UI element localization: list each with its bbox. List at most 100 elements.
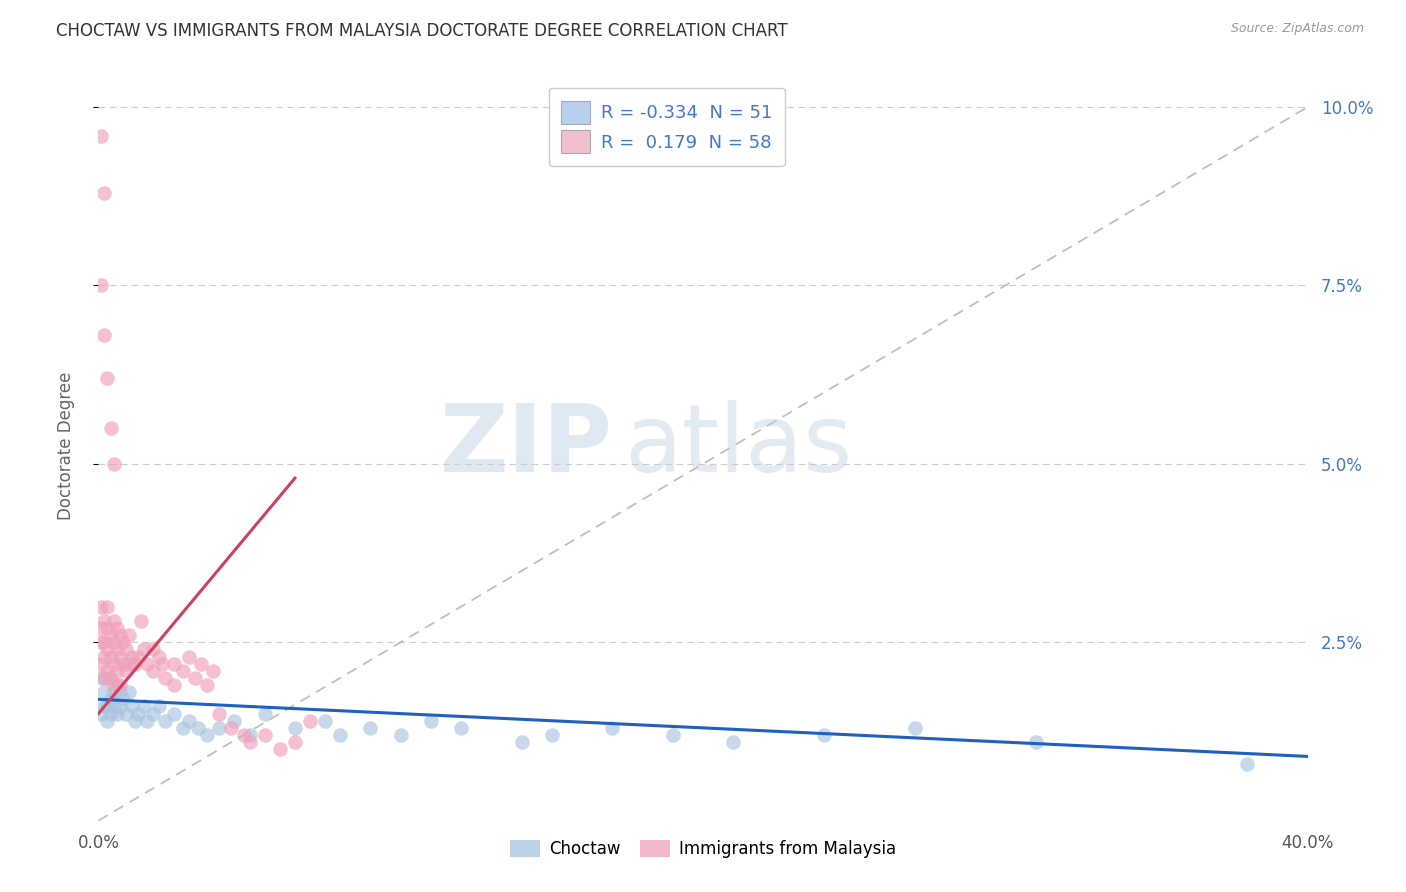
Point: [93, 328, 115, 343]
Point: [661, 728, 683, 742]
Text: CHOCTAW VS IMMIGRANTS FROM MALAYSIA DOCTORATE DEGREE CORRELATION CHART: CHOCTAW VS IMMIGRANTS FROM MALAYSIA DOCT…: [56, 22, 787, 40]
Point: [190, 657, 212, 671]
Point: [103, 457, 125, 471]
Point: [172, 721, 194, 735]
Point: [153, 671, 176, 685]
Point: [232, 728, 254, 742]
Point: [93, 671, 115, 685]
Point: [142, 706, 165, 721]
Point: [90, 671, 112, 685]
Point: [108, 678, 131, 692]
Point: [100, 671, 122, 685]
Point: [184, 671, 207, 685]
Point: [142, 642, 165, 657]
Point: [124, 714, 146, 728]
Point: [148, 649, 170, 664]
Point: [253, 706, 276, 721]
Point: [284, 735, 307, 749]
Point: [127, 649, 149, 664]
Point: [299, 714, 322, 728]
Point: [100, 706, 122, 721]
Point: [221, 721, 243, 735]
Point: [132, 699, 155, 714]
Point: [540, 728, 562, 742]
Point: [172, 664, 194, 678]
Point: [153, 714, 176, 728]
Point: [100, 649, 122, 664]
Point: [124, 657, 146, 671]
Point: [100, 628, 122, 642]
Point: [100, 421, 122, 435]
Point: [148, 699, 170, 714]
Point: [93, 635, 115, 649]
Point: [96, 714, 118, 728]
Point: [121, 649, 143, 664]
Point: [90, 278, 112, 293]
Point: [208, 721, 231, 735]
Point: [202, 664, 225, 678]
Point: [163, 678, 186, 692]
Point: [114, 706, 136, 721]
Point: [329, 728, 352, 742]
Point: [96, 671, 118, 685]
Point: [105, 678, 128, 692]
Point: [239, 728, 262, 742]
Point: [93, 186, 115, 200]
Point: [269, 742, 291, 756]
Y-axis label: Doctorate Degree: Doctorate Degree: [56, 372, 75, 520]
Point: [118, 657, 141, 671]
Point: [96, 664, 118, 678]
Point: [108, 649, 131, 664]
Point: [813, 728, 835, 742]
Point: [90, 128, 112, 143]
Point: [103, 685, 125, 699]
Text: Source: ZipAtlas.com: Source: ZipAtlas.com: [1230, 22, 1364, 36]
Point: [93, 649, 115, 664]
Point: [103, 657, 125, 671]
Point: [118, 628, 141, 642]
Point: [90, 657, 112, 671]
Point: [111, 692, 134, 706]
Point: [103, 614, 125, 628]
Point: [360, 721, 382, 735]
Point: [253, 728, 276, 742]
Point: [224, 714, 246, 728]
Point: [187, 721, 209, 735]
Point: [121, 699, 143, 714]
Point: [105, 642, 128, 657]
Point: [129, 614, 152, 628]
Point: [93, 614, 115, 628]
Point: [150, 657, 173, 671]
Point: [111, 657, 134, 671]
Point: [100, 692, 122, 706]
Point: [723, 735, 745, 749]
Point: [105, 621, 128, 635]
Point: [103, 699, 125, 714]
Point: [450, 721, 472, 735]
Point: [114, 664, 136, 678]
Text: atlas: atlas: [624, 400, 852, 492]
Point: [135, 714, 157, 728]
Point: [1236, 756, 1258, 771]
Point: [314, 714, 336, 728]
Point: [103, 635, 125, 649]
Point: [510, 735, 533, 749]
Point: [90, 621, 112, 635]
Point: [108, 685, 131, 699]
Point: [105, 706, 128, 721]
Point: [179, 714, 201, 728]
Point: [90, 706, 112, 721]
Point: [179, 649, 201, 664]
Point: [96, 599, 118, 614]
Point: [163, 657, 186, 671]
Point: [389, 728, 412, 742]
Point: [284, 721, 307, 735]
Point: [105, 664, 128, 678]
Point: [420, 714, 443, 728]
Point: [96, 371, 118, 385]
Point: [1024, 735, 1046, 749]
Point: [90, 599, 112, 614]
Point: [904, 721, 927, 735]
Point: [111, 635, 134, 649]
Point: [132, 642, 155, 657]
